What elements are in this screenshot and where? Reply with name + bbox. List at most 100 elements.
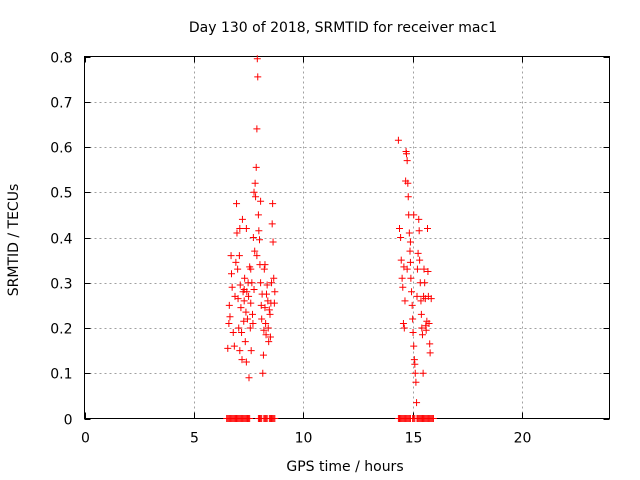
y-tick-label: 0.5 — [50, 186, 72, 202]
data-point — [238, 329, 246, 337]
data-point — [227, 252, 235, 260]
x-tick-label: 20 — [514, 431, 532, 447]
data-point — [418, 324, 426, 332]
data-point — [418, 331, 426, 339]
data-point — [399, 283, 407, 291]
data-point — [398, 274, 406, 282]
data-point — [247, 347, 255, 355]
data-point — [261, 304, 269, 312]
data-point — [234, 265, 242, 273]
data-point — [240, 297, 248, 305]
data-point — [224, 344, 232, 352]
y-tick-label: 0.3 — [50, 277, 72, 293]
data-point — [251, 247, 259, 255]
y-tick-label: 0.4 — [50, 232, 72, 248]
data-point — [268, 279, 276, 287]
data-point — [240, 317, 248, 325]
data-point — [413, 399, 421, 407]
data-point — [403, 157, 411, 165]
data-point — [228, 270, 235, 278]
data-point — [413, 265, 421, 273]
data-point — [250, 188, 258, 196]
data-point — [406, 238, 414, 246]
data-point — [396, 224, 403, 232]
data-point — [259, 351, 267, 359]
data-point — [229, 329, 237, 337]
data-point — [424, 224, 431, 232]
data-point — [419, 369, 427, 377]
data-point — [252, 163, 260, 171]
x-tick-label: 0 — [81, 431, 90, 447]
data-point — [269, 200, 277, 208]
data-point — [270, 274, 278, 282]
data-point — [258, 315, 266, 323]
data-point — [247, 265, 255, 273]
y-axis-label: SRMTID / TECUs — [6, 184, 22, 297]
y-tick-label: 0 — [64, 413, 73, 429]
data-point — [420, 265, 428, 273]
y-tick-label: 0.6 — [50, 141, 72, 157]
data-point — [234, 295, 242, 303]
data-point — [429, 415, 437, 422]
data-point — [226, 313, 234, 321]
data-point — [253, 55, 261, 63]
data-point — [237, 304, 245, 312]
data-point — [263, 281, 271, 289]
data-points — [223, 55, 437, 422]
data-point — [246, 324, 254, 332]
data-point — [410, 342, 418, 350]
data-point — [417, 297, 425, 305]
data-point — [413, 292, 421, 300]
data-point — [236, 281, 244, 289]
data-point — [271, 288, 279, 296]
data-point — [245, 374, 253, 382]
data-point — [255, 227, 263, 235]
data-point — [401, 297, 409, 305]
data-point — [251, 179, 259, 187]
data-point — [236, 347, 244, 355]
data-point — [249, 310, 256, 318]
data-point — [233, 229, 241, 237]
data-point — [266, 333, 274, 341]
data-point — [414, 249, 422, 257]
data-point — [408, 301, 416, 309]
data-point — [410, 211, 418, 219]
data-point — [225, 319, 233, 327]
data-point — [261, 261, 269, 269]
data-point — [422, 326, 430, 334]
data-point — [408, 288, 416, 296]
data-point — [397, 234, 405, 241]
data-point — [394, 136, 402, 144]
data-point — [426, 340, 434, 348]
data-point — [400, 324, 408, 332]
data-point — [270, 299, 278, 307]
data-point — [397, 256, 405, 264]
plot-frame — [84, 56, 610, 419]
data-point — [265, 306, 273, 314]
data-point — [249, 319, 257, 327]
data-point — [252, 193, 260, 201]
data-point — [417, 310, 425, 318]
data-point — [264, 324, 272, 332]
data-point — [248, 279, 256, 287]
data-point — [271, 415, 279, 422]
data-point — [243, 315, 251, 323]
data-point — [411, 369, 419, 377]
data-point — [426, 349, 434, 357]
y-tick-label: 0.8 — [50, 51, 72, 67]
x-axis-label: GPS time / hours — [286, 459, 403, 475]
data-point — [240, 286, 248, 294]
y-tick-label: 0.1 — [50, 367, 72, 383]
data-point — [415, 215, 423, 223]
data-point — [416, 256, 424, 264]
data-point — [256, 236, 263, 244]
data-point — [254, 73, 262, 81]
data-point — [242, 224, 250, 232]
data-point — [228, 283, 236, 291]
data-point — [403, 150, 410, 158]
data-point — [254, 211, 262, 219]
data-point — [266, 310, 274, 318]
data-point — [253, 125, 261, 133]
data-point — [232, 258, 240, 266]
data-point — [409, 315, 417, 323]
